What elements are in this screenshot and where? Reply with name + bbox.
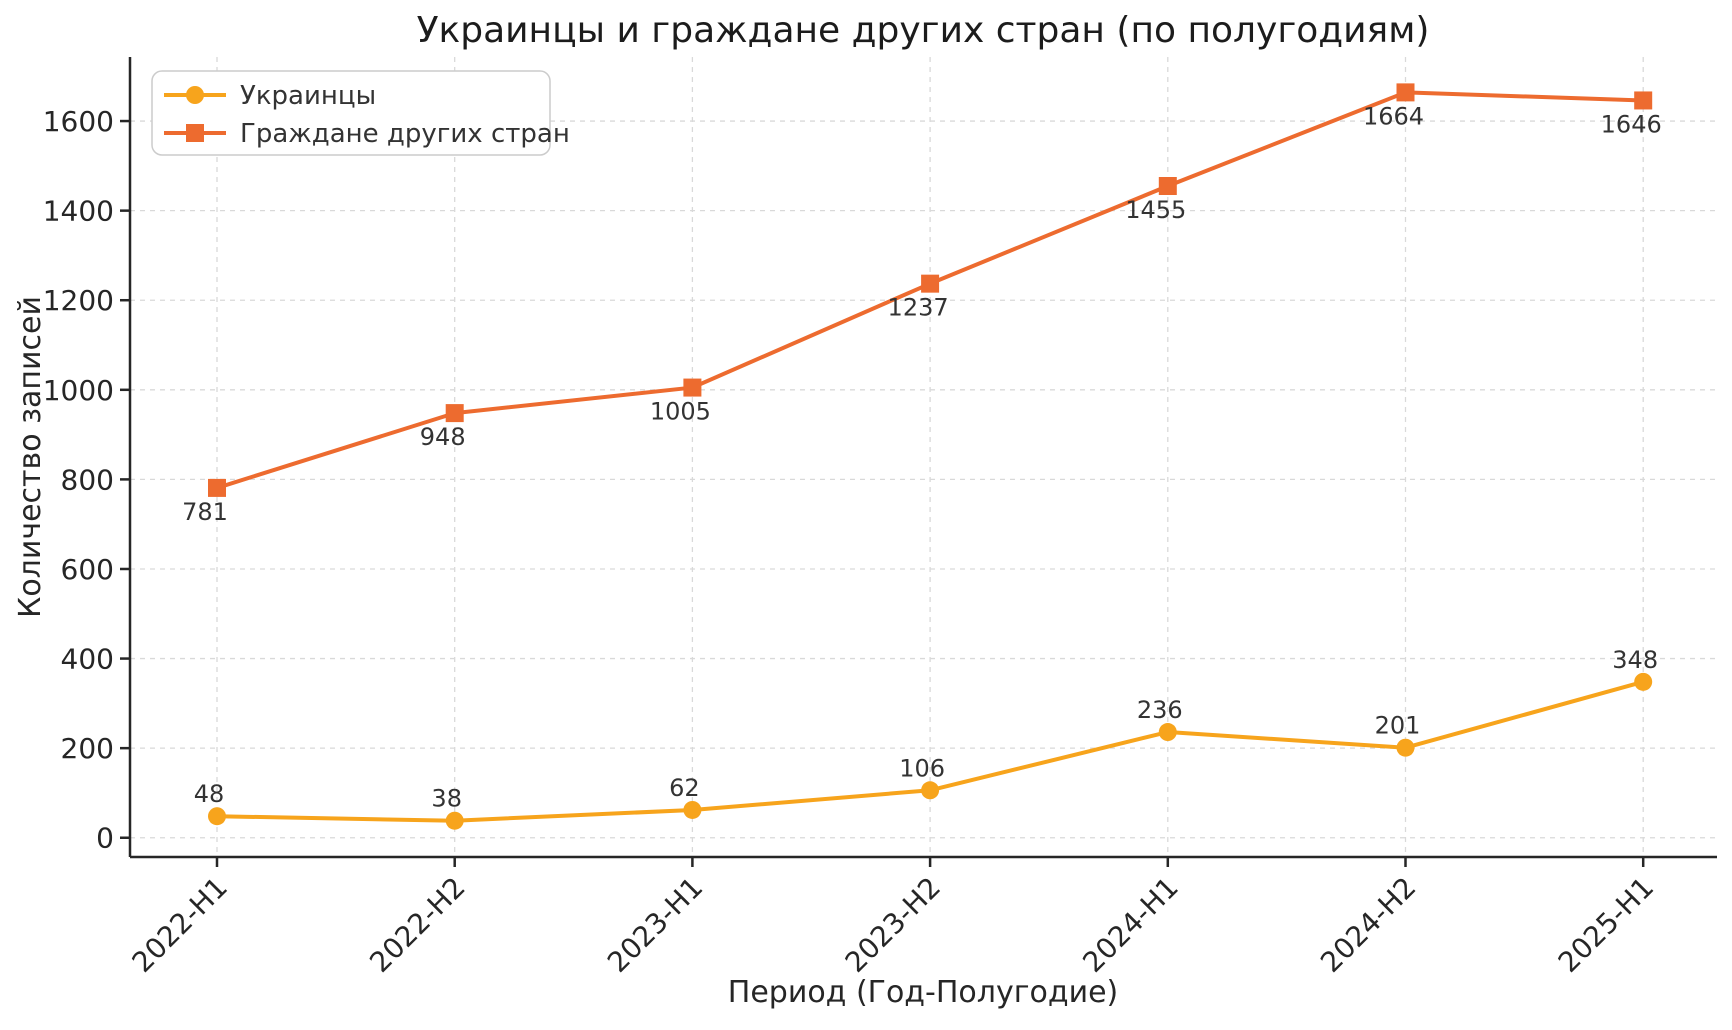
data-label: 62 (669, 774, 700, 802)
x-tick-label: 2023-H2 (839, 871, 947, 979)
legend-label: Граждане других стран (240, 119, 570, 149)
data-point-marker (921, 274, 940, 293)
y-tick-label: 1200 (43, 284, 114, 317)
data-point-marker (1158, 177, 1177, 196)
y-axis-title: Количество записей (13, 296, 48, 618)
data-point-marker (208, 478, 226, 497)
data-point-marker (683, 378, 702, 397)
grid (130, 57, 1717, 857)
x-tick-label: 2025-H1 (1552, 871, 1660, 979)
data-point-marker (1158, 723, 1177, 742)
data-point-marker (1396, 83, 1415, 102)
x-tick-label: 2024-H2 (1314, 871, 1422, 979)
y-tick-label: 1600 (43, 105, 114, 138)
y-tick-label: 1000 (43, 374, 114, 407)
data-point-marker (1634, 91, 1653, 110)
data-label: 236 (1137, 696, 1183, 724)
data-label: 1664 (1363, 102, 1424, 130)
data-point-marker (445, 811, 464, 830)
chart-title: Украинцы и граждане других стран (по пол… (417, 10, 1430, 51)
data-point-marker (683, 800, 702, 819)
legend-marker (186, 86, 204, 104)
y-tick-label: 0 (96, 822, 114, 855)
legend-label: Украинцы (240, 81, 376, 111)
y-tick-label: 200 (61, 732, 114, 765)
y-tick-label: 600 (61, 553, 114, 586)
y-tick-label: 800 (61, 463, 114, 496)
data-label: 48 (194, 780, 225, 808)
series (208, 83, 1653, 830)
legend-marker (186, 124, 204, 142)
data-label: 348 (1612, 646, 1658, 674)
x-tick-label: 2022-H1 (126, 871, 234, 979)
legend-box (151, 70, 551, 156)
data-label: 38 (431, 785, 462, 813)
y-tick-label: 1400 (43, 195, 114, 228)
data-point-marker (445, 404, 464, 423)
legend: Украинцы Граждане других стран (151, 70, 570, 156)
data-label: 1646 (1601, 110, 1662, 138)
data-point-marker (208, 807, 226, 826)
data-label: 1455 (1125, 196, 1186, 224)
data-labels: 48 38 62 106 236 201 348 781 948 1005 1237 1455 1664… (182, 102, 1662, 812)
data-point-marker (1634, 672, 1653, 691)
data-label: 948 (420, 423, 466, 451)
x-tick-label: 2022-H2 (363, 871, 471, 979)
y-tick-label: 400 (61, 643, 114, 676)
data-label: 1237 (888, 294, 949, 322)
data-point-marker (921, 781, 940, 800)
data-label: 201 (1375, 712, 1421, 740)
x-tick-label: 2024-H1 (1076, 871, 1184, 979)
data-label: 781 (182, 498, 228, 526)
x-tick-label: 2023-H1 (601, 871, 709, 979)
data-label: 1005 (650, 398, 711, 426)
data-point-marker (1396, 738, 1415, 757)
data-label: 106 (899, 754, 945, 782)
x-axis-title: Период (Год-Полугодие) (728, 975, 1118, 1010)
axes: 0 200 400 600 800 1000 1200 1400 1600 2022-H1 2022… (43, 57, 1717, 979)
